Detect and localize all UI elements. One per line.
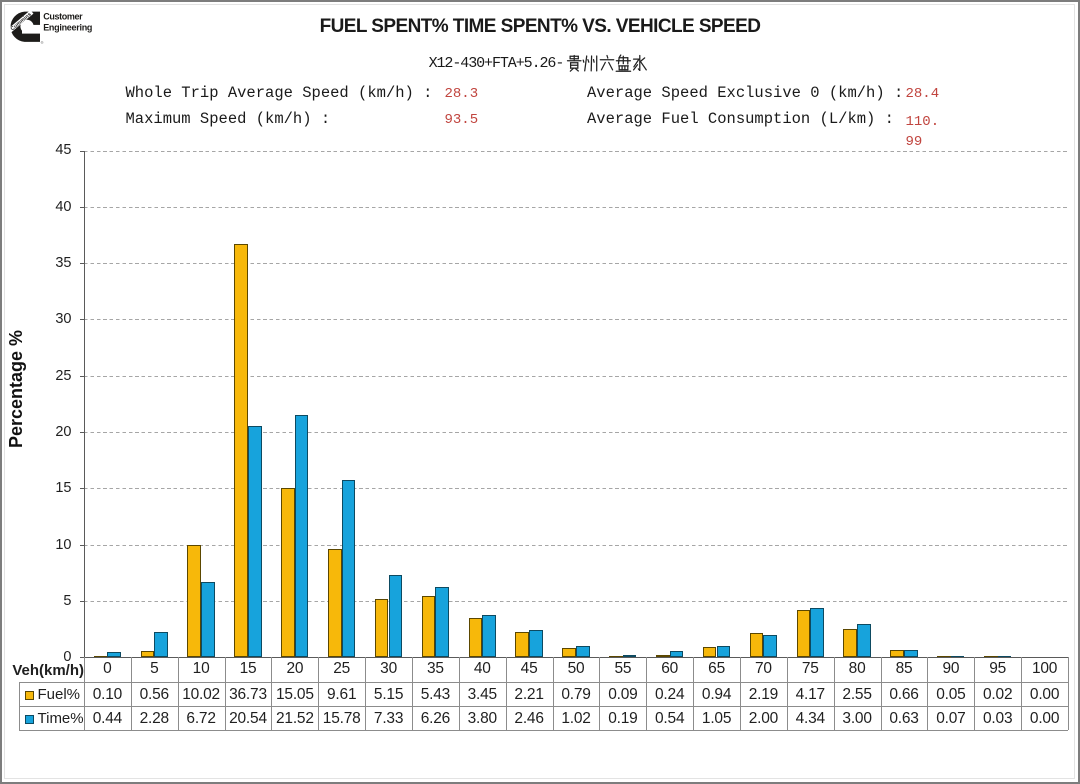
svg-text:Engineering: Engineering — [43, 22, 92, 32]
svg-text:Customer: Customer — [43, 11, 83, 21]
svg-text:®: ® — [41, 41, 44, 45]
